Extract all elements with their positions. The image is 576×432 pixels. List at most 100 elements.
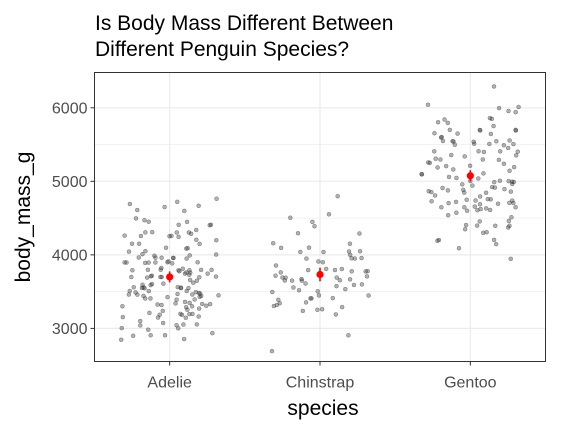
data-point-gentoo xyxy=(496,157,502,163)
data-point-adelie xyxy=(162,332,168,338)
data-point-adelie xyxy=(149,229,155,235)
data-point-chinstrap xyxy=(326,212,332,217)
data-point-gentoo xyxy=(462,204,467,210)
data-point-adelie xyxy=(182,299,188,305)
data-point-adelie xyxy=(183,315,189,320)
data-point-adelie xyxy=(160,308,166,314)
data-point-chinstrap xyxy=(291,285,296,290)
y-tick-label: 3000 xyxy=(52,321,88,338)
data-point-chinstrap xyxy=(280,275,285,280)
x-tick-label: Gentoo xyxy=(444,375,497,392)
data-point-gentoo xyxy=(429,199,434,204)
data-point-gentoo xyxy=(478,206,483,212)
data-point-adelie xyxy=(176,326,181,331)
points-layer xyxy=(118,84,521,354)
data-point-adelie xyxy=(213,252,219,257)
data-point-chinstrap xyxy=(270,289,275,295)
data-point-adelie xyxy=(167,234,172,239)
x-axis-title: species xyxy=(287,397,358,420)
data-point-adelie xyxy=(185,307,190,312)
data-point-gentoo xyxy=(508,256,514,262)
data-point-adelie xyxy=(163,245,169,251)
data-point-gentoo xyxy=(513,127,518,133)
data-point-chinstrap xyxy=(339,266,345,272)
data-point-adelie xyxy=(190,311,195,317)
data-point-gentoo xyxy=(495,201,501,206)
data-point-gentoo xyxy=(497,178,503,184)
data-point-adelie xyxy=(165,260,170,265)
data-point-adelie xyxy=(175,199,180,205)
data-point-adelie xyxy=(158,274,163,280)
data-point-adelie xyxy=(184,246,189,251)
data-point-adelie xyxy=(177,268,182,274)
data-point-gentoo xyxy=(445,120,451,126)
data-point-gentoo xyxy=(511,164,517,170)
data-point-adelie xyxy=(191,280,196,285)
data-point-adelie xyxy=(204,303,209,308)
data-point-adelie xyxy=(131,285,137,290)
data-point-gentoo xyxy=(492,179,497,185)
data-point-gentoo xyxy=(513,109,518,115)
data-point-gentoo xyxy=(433,156,438,161)
data-point-adelie xyxy=(173,301,178,306)
data-point-chinstrap xyxy=(357,249,363,254)
data-point-chinstrap xyxy=(308,296,313,301)
data-point-gentoo xyxy=(445,188,451,193)
data-point-gentoo xyxy=(488,197,493,202)
data-point-gentoo xyxy=(481,230,486,236)
data-point-chinstrap xyxy=(349,269,354,274)
data-point-gentoo xyxy=(470,183,475,188)
data-point-gentoo xyxy=(506,108,511,114)
data-point-gentoo xyxy=(493,241,499,247)
data-point-chinstrap xyxy=(315,289,320,294)
chart-title-line-1: Is Body Mass Different Between xyxy=(95,12,394,35)
chart-title-line-2: Different Penguin Species? xyxy=(95,38,350,61)
data-point-adelie xyxy=(187,277,193,283)
data-point-gentoo xyxy=(487,115,493,121)
data-point-adelie xyxy=(161,281,166,286)
y-tick-label: 6000 xyxy=(52,100,88,117)
data-point-chinstrap xyxy=(289,278,295,283)
data-point-chinstrap xyxy=(332,267,338,273)
data-point-chinstrap xyxy=(330,295,336,301)
data-point-gentoo xyxy=(506,218,512,224)
data-point-adelie xyxy=(127,288,133,294)
data-point-chinstrap xyxy=(299,276,304,282)
data-point-gentoo xyxy=(426,188,431,194)
data-point-adelie xyxy=(149,281,155,287)
data-point-adelie xyxy=(133,216,139,221)
data-point-adelie xyxy=(199,301,205,307)
data-point-chinstrap xyxy=(351,282,357,288)
data-point-gentoo xyxy=(419,172,425,177)
data-point-chinstrap xyxy=(270,240,276,246)
data-point-gentoo xyxy=(509,215,514,220)
data-point-adelie xyxy=(216,293,221,298)
data-point-adelie xyxy=(213,274,219,279)
data-point-adelie xyxy=(146,260,151,265)
data-point-gentoo xyxy=(472,204,478,209)
data-point-adelie xyxy=(145,267,151,273)
data-point-gentoo xyxy=(484,229,489,235)
data-point-gentoo xyxy=(507,168,512,174)
data-point-adelie xyxy=(194,322,200,327)
data-point-chinstrap xyxy=(335,193,340,199)
data-point-gentoo xyxy=(509,179,515,185)
data-point-gentoo xyxy=(440,185,445,191)
data-point-chinstrap xyxy=(274,302,280,308)
data-point-chinstrap xyxy=(352,256,358,261)
data-point-adelie xyxy=(136,241,142,246)
y-tick-label: 5000 xyxy=(52,174,88,191)
data-point-adelie xyxy=(140,282,145,287)
data-point-gentoo xyxy=(443,163,449,169)
data-point-chinstrap xyxy=(343,286,348,292)
data-point-adelie xyxy=(143,230,148,235)
data-point-adelie xyxy=(171,255,176,261)
data-point-gentoo xyxy=(446,174,452,180)
data-point-adelie xyxy=(210,330,215,336)
data-point-adelie xyxy=(214,196,219,201)
axis-layer: 3000 4000 5000 6000 Adelie Chinstrap Gentoo xyxy=(52,100,497,391)
data-point-adelie xyxy=(186,272,192,278)
data-point-adelie xyxy=(120,304,125,309)
data-point-gentoo xyxy=(447,127,453,133)
data-point-adelie xyxy=(196,203,201,209)
